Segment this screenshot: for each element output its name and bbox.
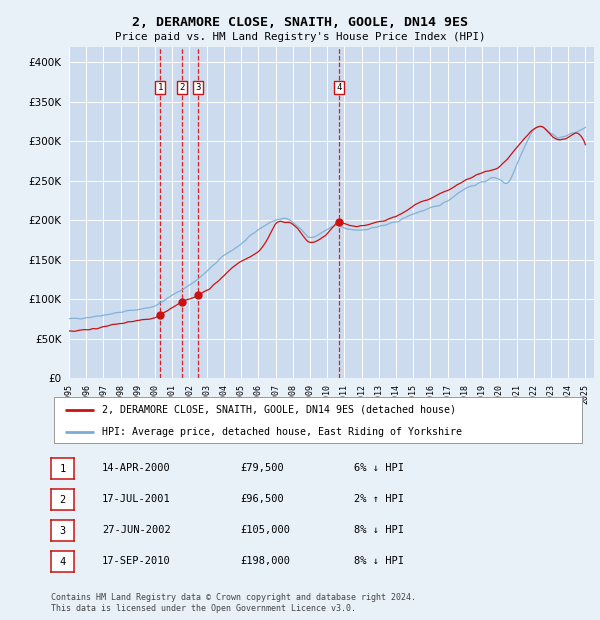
Text: HPI: Average price, detached house, East Riding of Yorkshire: HPI: Average price, detached house, East… — [101, 427, 461, 436]
Text: Price paid vs. HM Land Registry's House Price Index (HPI): Price paid vs. HM Land Registry's House … — [115, 32, 485, 42]
Text: 14-APR-2000: 14-APR-2000 — [102, 463, 171, 473]
Text: 1: 1 — [59, 464, 65, 474]
Text: £105,000: £105,000 — [240, 525, 290, 535]
Text: £96,500: £96,500 — [240, 494, 284, 504]
Text: 2: 2 — [179, 83, 184, 92]
Text: 4: 4 — [337, 83, 342, 92]
Text: 3: 3 — [59, 526, 65, 536]
Text: Contains HM Land Registry data © Crown copyright and database right 2024.
This d: Contains HM Land Registry data © Crown c… — [51, 593, 416, 613]
Text: 2, DERAMORE CLOSE, SNAITH, GOOLE, DN14 9ES: 2, DERAMORE CLOSE, SNAITH, GOOLE, DN14 9… — [132, 16, 468, 29]
Text: 2% ↑ HPI: 2% ↑ HPI — [354, 494, 404, 504]
Text: 4: 4 — [59, 557, 65, 567]
Text: 8% ↓ HPI: 8% ↓ HPI — [354, 556, 404, 566]
Text: 6% ↓ HPI: 6% ↓ HPI — [354, 463, 404, 473]
Text: 8% ↓ HPI: 8% ↓ HPI — [354, 525, 404, 535]
Text: £198,000: £198,000 — [240, 556, 290, 566]
Text: 27-JUN-2002: 27-JUN-2002 — [102, 525, 171, 535]
Text: 17-JUL-2001: 17-JUL-2001 — [102, 494, 171, 504]
Text: £79,500: £79,500 — [240, 463, 284, 473]
Text: 1: 1 — [157, 83, 163, 92]
Text: 3: 3 — [195, 83, 200, 92]
Text: 2: 2 — [59, 495, 65, 505]
Text: 17-SEP-2010: 17-SEP-2010 — [102, 556, 171, 566]
Text: 2, DERAMORE CLOSE, SNAITH, GOOLE, DN14 9ES (detached house): 2, DERAMORE CLOSE, SNAITH, GOOLE, DN14 9… — [101, 405, 455, 415]
